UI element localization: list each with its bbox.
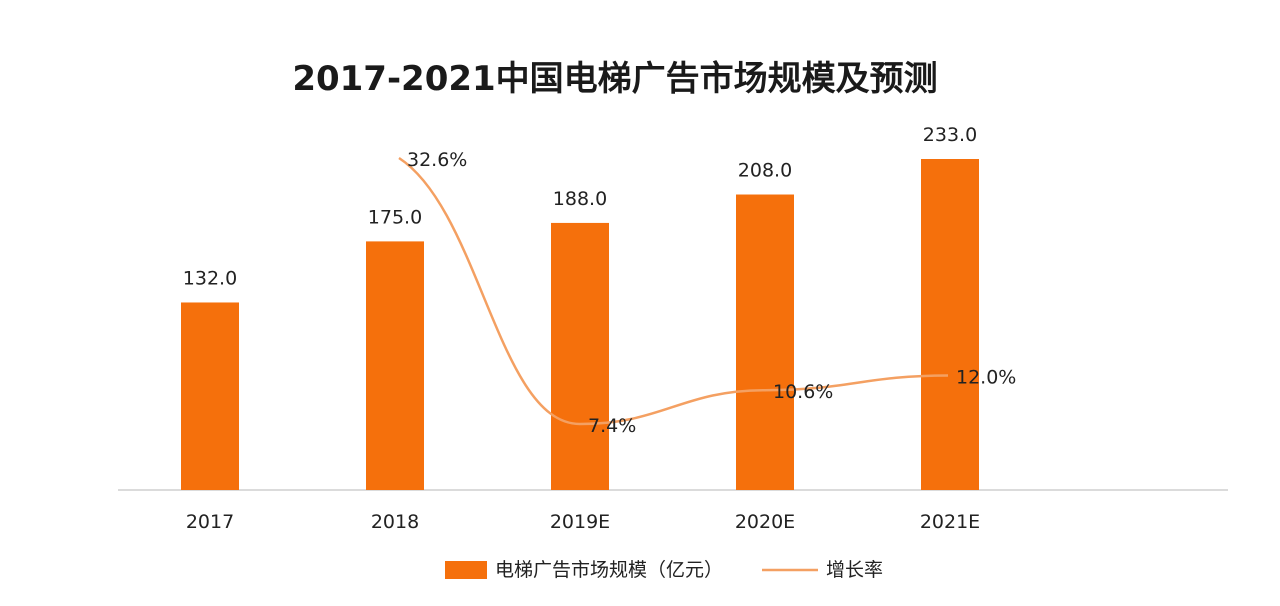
bar-value-label: 175.0 (368, 206, 422, 228)
x-tick-label: 2019E (550, 511, 610, 533)
rate-value-label: 7.4% (588, 415, 636, 437)
x-tick-label: 2020E (735, 511, 795, 533)
legend-bar-swatch (445, 561, 487, 579)
legend-line-label: 增长率 (826, 559, 883, 581)
bars-group (181, 159, 979, 490)
bar-2017 (181, 302, 239, 490)
bar-2018 (366, 241, 424, 490)
bar-2020E (736, 194, 794, 490)
bar-value-label: 132.0 (183, 267, 237, 289)
bar-value-label: 233.0 (923, 124, 977, 146)
bar-2021E (921, 159, 979, 490)
x-tick-label: 2017 (186, 511, 234, 533)
chart-title: 2017-2021中国电梯广告市场规模及预测 (292, 59, 937, 99)
growth-rate-line (398, 156, 949, 426)
rate-labels-group: 32.6% 7.4% 10.6% 12.0% (407, 149, 1016, 437)
rate-value-label: 10.6% (773, 381, 833, 403)
legend: 电梯广告市场规模（亿元） 增长率 (445, 559, 883, 581)
x-tick-label: 2021E (920, 511, 980, 533)
rate-value-label: 12.0% (956, 366, 1016, 388)
legend-bar-label: 电梯广告市场规模（亿元） (495, 559, 723, 581)
bar-labels-group: 132.0 175.0 188.0 208.0 233.0 (183, 124, 977, 289)
x-tick-label: 2018 (371, 511, 419, 533)
rate-value-label: 32.6% (407, 149, 467, 171)
bar-value-label: 208.0 (738, 160, 792, 182)
bar-value-label: 188.0 (553, 188, 607, 210)
bar-2019E (551, 222, 609, 490)
x-tick-labels: 2017 2018 2019E 2020E 2021E (186, 511, 980, 533)
